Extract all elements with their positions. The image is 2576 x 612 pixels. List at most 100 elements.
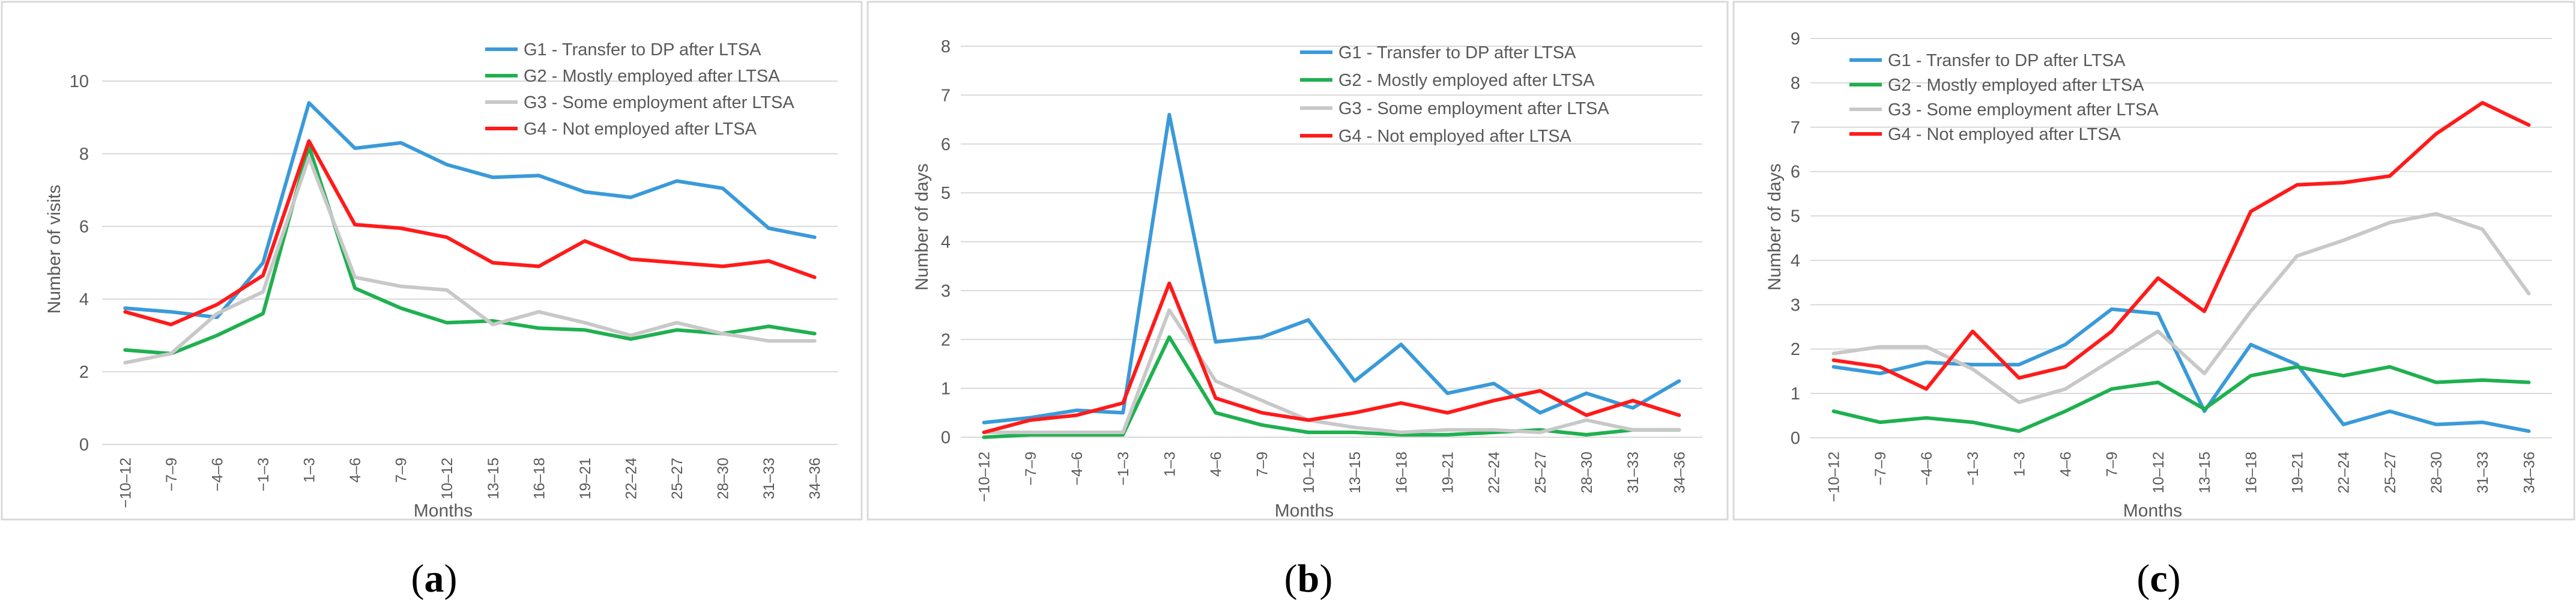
panel-a-legend-label-g4: G4 - Not employed after LTSA — [524, 120, 757, 139]
panel-a-x-tick-label: 13–15 — [485, 458, 502, 500]
panel-a-series-line-g3 — [123, 156, 817, 365]
panel-b-x-tick-label: 31–33 — [1625, 452, 1642, 494]
panel-c: 0 1 2 3 4 5 6 7 8 9 −10–12 −7–9 −4–6 −1–3 1–3 4–6 7–9 10–… — [1732, 1, 2575, 601]
panel-a-legend-label-g1: G1 - Transfer to DP after LTSA — [524, 40, 761, 59]
panel-a-x-tick-label: 1–3 — [301, 458, 318, 483]
panel-c-legend: G1 - Transfer to DP after LTSA G2 - Most… — [1849, 51, 2159, 144]
panel-a-caption-letter: a — [425, 557, 444, 601]
panel-b-x-tick-label: 19–21 — [1439, 452, 1456, 494]
panel-a-plot: 0 2 4 6 8 10 −10–12 −7–9 −4–6 −1–3 1–3 4–6 7–9 10–12 1… — [70, 72, 838, 508]
panel-c-legend-label-g1: G1 - Transfer to DP after LTSA — [1888, 51, 2126, 70]
panel-a-x-tick-label: −1–3 — [255, 458, 272, 491]
panel-c-series-line-g2 — [1831, 365, 2531, 433]
panel-c-y-tick-label-7: 7 — [1791, 118, 1800, 138]
panel-a-y-axis-label: Number of visits — [44, 184, 64, 314]
panel-b-y-tick-label-4: 4 — [941, 233, 951, 252]
panel-a-y-tick-label-0: 0 — [79, 435, 89, 455]
panel-c-y-tick-label-4: 4 — [1791, 251, 1800, 270]
panel-c-series-line-g1 — [1831, 307, 2531, 433]
panel-c-x-tick-label: 1–3 — [2011, 452, 2028, 477]
panel-b-series-line-g2 — [982, 335, 1681, 439]
panel-b-x-tick-label: −1–3 — [1115, 452, 1132, 485]
panel-b-x-tick-label: −10–12 — [976, 452, 993, 502]
panel-b-y-tick-label-8: 8 — [941, 37, 951, 56]
panel-b-y-tick-label-7: 7 — [941, 86, 951, 105]
panel-a-x-tick-label: 31–33 — [761, 458, 778, 500]
panel-c-caption-letter: c — [2150, 557, 2167, 601]
panel-c-x-tick-label: 25–27 — [2382, 452, 2399, 494]
panel-c-x-tick-label: 4–6 — [2058, 452, 2075, 477]
panel-a-legend-label-g2: G2 - Mostly employed after LTSA — [524, 67, 780, 86]
panel-c-legend-label-g3: G3 - Some employment after LTSA — [1888, 100, 2159, 120]
panel-b-x-tick-label: 28–30 — [1579, 452, 1595, 494]
panel-a-x-tick-label: 28–30 — [715, 458, 732, 500]
panel-a-border — [1, 1, 863, 521]
panel-b-x-tick-label: 25–27 — [1532, 452, 1549, 494]
panel-c-y-tick-label-6: 6 — [1791, 163, 1800, 182]
panel-c-y-tick-label-3: 3 — [1791, 295, 1800, 315]
panel-a-x-tick-label: 10–12 — [439, 458, 456, 500]
panel-c-y-tick-label-1: 1 — [1791, 384, 1800, 404]
panel-b: 0 1 2 3 4 5 6 7 8 −10–12 −7–9 −4–6 −1–3 1–3 4–6 7–9 10–1… — [866, 1, 1729, 601]
panel-c-y-tick-label-8: 8 — [1791, 74, 1800, 93]
panel-b-caption-letter: b — [1298, 557, 1320, 601]
panel-a-y-tick-label-6: 6 — [79, 217, 89, 237]
panel-a-x-tick-label: −7–9 — [163, 458, 180, 491]
panel-a-y-tick-label-8: 8 — [79, 145, 89, 164]
panel-a-y-tick-label-2: 2 — [79, 363, 89, 382]
panel-c-x-tick-label: −7–9 — [1872, 452, 1889, 485]
panel-b-x-tick-label: 1–3 — [1161, 452, 1178, 477]
panel-b-x-tick-label: 4–6 — [1208, 452, 1225, 477]
panel-c-legend-label-g2: G2 - Mostly employed after LTSA — [1888, 76, 2144, 95]
panel-a-legend: G1 - Transfer to DP after LTSA G2 - Most… — [485, 40, 794, 139]
panel-b-plot: 0 1 2 3 4 5 6 7 8 −10–12 −7–9 −4–6 −1–3 1–3 4–6 7–9 10–1… — [941, 37, 1702, 502]
panel-a-x-tick-label: 4–6 — [347, 458, 364, 483]
panel-c-y-tick-label-5: 5 — [1791, 207, 1800, 226]
panel-a: 0 2 4 6 8 10 −10–12 −7–9 −4–6 −1–3 1–3 4–6 7–9 10–12 1… — [1, 1, 863, 601]
panel-b-legend-label-g3: G3 - Some employment after LTSA — [1338, 99, 1609, 118]
panel-a-x-tick-label: 22–24 — [623, 458, 639, 500]
panel-b-legend: G1 - Transfer to DP after LTSA G2 - Most… — [1300, 43, 1609, 146]
panel-c-series-line-g4 — [1831, 101, 2531, 391]
panel-b-y-tick-label-1: 1 — [941, 380, 951, 399]
panel-b-legend-label-g4: G4 - Not employed after LTSA — [1338, 127, 1572, 146]
panel-b-y-tick-label-3: 3 — [941, 282, 951, 301]
panel-b-x-tick-label: −4–6 — [1069, 452, 1086, 485]
panel-b-legend-label-g1: G1 - Transfer to DP after LTSA — [1338, 43, 1576, 62]
panel-b-y-tick-label-2: 2 — [941, 330, 951, 350]
panel-c-plot: 0 1 2 3 4 5 6 7 8 9 −10–12 −7–9 −4–6 −1–3 1–3 4–6 7–9 10–… — [1791, 29, 2552, 502]
panel-a-x-tick-label: 7–9 — [393, 458, 410, 483]
panel-b-x-tick-label: −7–9 — [1023, 452, 1039, 485]
panel-a-series-line-g2 — [123, 144, 817, 356]
panel-a-x-tick-label: 16–18 — [531, 458, 548, 500]
panel-b-border — [866, 1, 1729, 521]
panel-a-y-tick-label-10: 10 — [70, 72, 89, 91]
panel-b-caption: (b) — [1284, 557, 1333, 601]
panel-b-y-axis-label: Number of days — [912, 163, 932, 291]
panel-a-x-axis-label: Months — [414, 501, 473, 521]
panel-a-x-tick-label: −4–6 — [209, 458, 226, 491]
panel-c-y-tick-label-2: 2 — [1791, 340, 1800, 359]
panel-b-x-axis-label: Months — [1275, 501, 1334, 521]
panel-c-x-tick-label: −4–6 — [1918, 452, 1935, 485]
panel-b-y-tick-label-5: 5 — [941, 184, 951, 203]
panel-a-y-tick-label-4: 4 — [79, 290, 89, 309]
panel-b-x-tick-label: 13–15 — [1347, 452, 1364, 494]
panel-b-series-line-g3 — [982, 308, 1681, 434]
panel-c-x-tick-label: 16–18 — [2243, 452, 2260, 494]
panel-b-x-tick-label: 22–24 — [1486, 452, 1503, 494]
panel-c-x-tick-label: −1–3 — [1965, 452, 1982, 485]
panel-c-legend-label-g4: G4 - Not employed after LTSA — [1888, 125, 2121, 144]
panel-b-legend-label-g2: G2 - Mostly employed after LTSA — [1338, 71, 1595, 90]
panel-a-legend-label-g3: G3 - Some employment after LTSA — [524, 93, 794, 112]
panel-c-x-tick-label: 10–12 — [2150, 452, 2167, 494]
panel-b-y-tick-label-0: 0 — [941, 428, 951, 447]
panel-c-x-tick-label: 28–30 — [2428, 452, 2445, 494]
panel-c-x-tick-label: −10–12 — [1826, 452, 1843, 502]
panel-c-y-tick-label-9: 9 — [1791, 29, 1800, 49]
panel-a-x-tick-label: 25–27 — [669, 458, 686, 500]
panel-a-x-tick-label: 34–36 — [807, 458, 824, 500]
panel-b-x-tick-label: 16–18 — [1393, 452, 1410, 494]
panel-a-x-tick-label: −10–12 — [117, 458, 134, 508]
